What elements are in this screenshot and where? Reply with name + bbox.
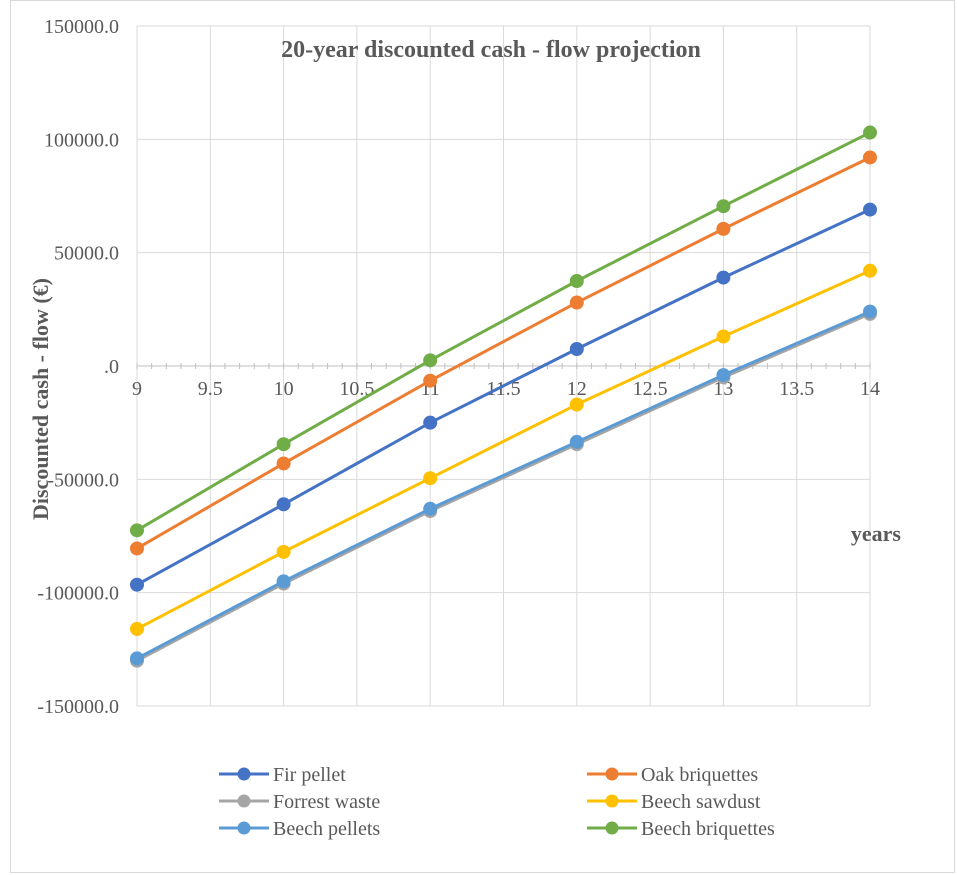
series-beech-pellets bbox=[130, 304, 877, 666]
series-line bbox=[136, 208, 871, 587]
chart-svg: 150000.0 100000.0 50000.0 .0 -50000.0 -100000… bbox=[28, 16, 902, 840]
series-group bbox=[130, 125, 877, 668]
x-tick-label: 10.5 bbox=[339, 378, 374, 400]
legend-swatch-marker bbox=[237, 821, 251, 835]
legend-swatch-marker bbox=[605, 821, 619, 835]
data-point bbox=[716, 270, 731, 285]
legend-label: Forrest waste bbox=[273, 791, 380, 813]
legend-label: Beech briquettes bbox=[641, 818, 775, 840]
series-line bbox=[136, 310, 871, 660]
data-point bbox=[569, 274, 584, 288]
series-beech-sawdust bbox=[130, 263, 877, 636]
data-point bbox=[569, 295, 584, 310]
data-point bbox=[863, 304, 877, 319]
data-point bbox=[569, 434, 584, 449]
data-point bbox=[130, 651, 144, 666]
series-line bbox=[136, 156, 871, 550]
data-point bbox=[276, 544, 291, 559]
x-tick-label: 9 bbox=[132, 378, 142, 400]
data-point bbox=[276, 456, 291, 471]
y-tick-label: 100000.0 bbox=[44, 129, 119, 151]
data-point bbox=[863, 263, 877, 278]
x-tick-label: 12 bbox=[567, 378, 587, 400]
data-point bbox=[423, 415, 438, 430]
legend-item: Beech sawdust bbox=[587, 791, 761, 813]
data-point bbox=[130, 577, 144, 592]
data-point bbox=[276, 497, 291, 512]
data-point bbox=[423, 501, 438, 516]
y-tick-label: 150000.0 bbox=[44, 16, 119, 38]
data-point bbox=[276, 574, 291, 589]
series-fir-pellet bbox=[130, 202, 877, 592]
series-line bbox=[136, 312, 871, 662]
data-point bbox=[130, 541, 144, 556]
legend-swatch-marker bbox=[237, 794, 251, 808]
data-point bbox=[863, 125, 877, 140]
x-tick-label: 13.5 bbox=[779, 378, 814, 400]
x-tick-label: 14 bbox=[860, 378, 880, 400]
data-point bbox=[130, 621, 144, 636]
legend: Fir pellet Oak briquettes Forrest waste Bee… bbox=[219, 764, 775, 840]
tick-labels: 150000.0 100000.0 50000.0 .0 -50000.0 -100000… bbox=[37, 16, 880, 718]
data-point bbox=[863, 150, 877, 165]
legend-item: Beech pellets bbox=[219, 818, 380, 840]
x-axis-label: years bbox=[851, 521, 902, 546]
data-point bbox=[716, 221, 731, 236]
series-beech-briquettes bbox=[130, 125, 877, 538]
legend-swatch-marker bbox=[605, 794, 619, 808]
x-tick-label: 10 bbox=[274, 378, 294, 400]
series-line bbox=[136, 131, 871, 532]
legend-label: Oak briquettes bbox=[641, 764, 758, 786]
y-tick-label: -50000.0 bbox=[47, 469, 119, 491]
legend-item: Fir pellet bbox=[219, 764, 346, 786]
data-point bbox=[569, 397, 584, 412]
data-point bbox=[276, 437, 291, 452]
legend-label: Fir pellet bbox=[273, 764, 346, 786]
series-line bbox=[136, 269, 871, 631]
x-tick-label: 11.5 bbox=[486, 378, 520, 400]
x-tick-label: 9.5 bbox=[198, 378, 223, 400]
data-point bbox=[716, 368, 731, 383]
legend-swatch-marker bbox=[605, 767, 619, 781]
data-point bbox=[863, 202, 877, 217]
legend-label: Beech sawdust bbox=[641, 791, 761, 813]
data-point bbox=[716, 329, 731, 344]
data-point bbox=[130, 523, 144, 538]
data-point bbox=[423, 373, 438, 388]
legend-swatch-marker bbox=[237, 767, 251, 781]
data-point bbox=[423, 471, 438, 486]
y-tick-label: 50000.0 bbox=[54, 243, 119, 265]
series-oak-briquettes bbox=[130, 150, 877, 556]
y-axis-label: Discounted cash - flow (€) bbox=[28, 278, 53, 520]
legend-item: Beech briquettes bbox=[587, 818, 775, 840]
legend-item: Oak briquettes bbox=[587, 764, 758, 786]
chart-container: 150000.0 100000.0 50000.0 .0 -50000.0 -100000… bbox=[10, 0, 955, 873]
y-tick-label: .0 bbox=[104, 356, 119, 378]
x-tick-label: 13 bbox=[713, 378, 733, 400]
y-tick-label: -150000.0 bbox=[37, 696, 119, 718]
data-point bbox=[569, 342, 584, 356]
legend-item: Forrest waste bbox=[219, 791, 380, 813]
chart-title: 20-year discounted cash - flow projectio… bbox=[281, 37, 701, 63]
y-tick-label: -100000.0 bbox=[37, 583, 119, 605]
legend-label: Beech pellets bbox=[273, 818, 380, 840]
x-tick-label: 12.5 bbox=[633, 378, 668, 400]
data-point bbox=[716, 199, 731, 214]
axes bbox=[136, 363, 871, 369]
data-point bbox=[423, 353, 438, 368]
